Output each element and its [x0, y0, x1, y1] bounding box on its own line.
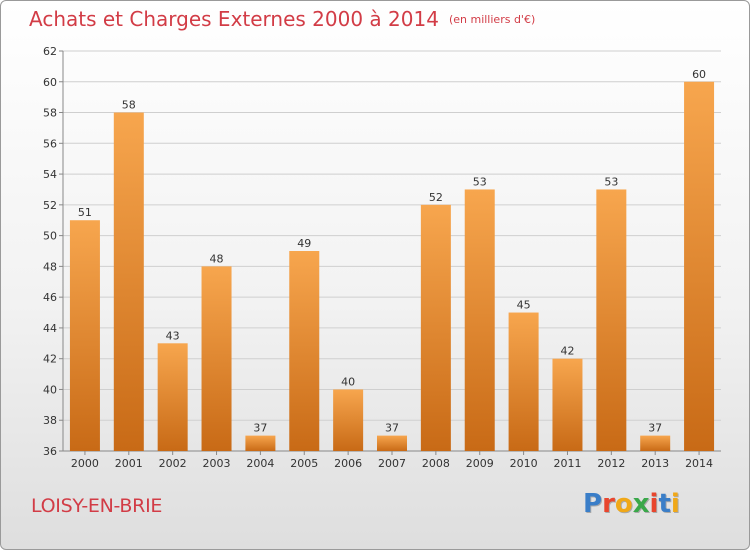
y-tick-label: 36: [43, 445, 57, 458]
bar: [508, 312, 539, 451]
bar-value-label: 60: [692, 68, 706, 81]
bar: [684, 81, 715, 452]
bar-value-label: 40: [341, 375, 355, 388]
y-tick-label: 46: [43, 291, 57, 304]
bar-value-label: 42: [560, 345, 574, 358]
logo-letter: t: [658, 489, 671, 519]
x-tick-label: 2013: [641, 457, 669, 470]
y-tick-label: 58: [43, 107, 57, 120]
x-tick-label: 2010: [510, 457, 538, 470]
y-tick-label: 42: [43, 353, 57, 366]
y-tick-label: 60: [43, 76, 57, 89]
bar: [333, 389, 364, 451]
bar: [596, 189, 627, 451]
x-tick-label: 2002: [159, 457, 187, 470]
bar-value-label: 45: [517, 299, 531, 312]
bar-value-label: 48: [210, 252, 224, 265]
x-tick-label: 2005: [290, 457, 318, 470]
bar-value-label: 43: [166, 329, 180, 342]
logo-letter: i: [670, 489, 680, 519]
x-tick-label: 2009: [466, 457, 494, 470]
logo-letter: x: [632, 489, 650, 519]
bar-value-label: 49: [297, 237, 311, 250]
x-tick-label: 2008: [422, 457, 450, 470]
bar-value-label: 37: [253, 422, 267, 435]
bar-value-label: 53: [473, 175, 487, 188]
bar: [113, 112, 144, 452]
bar: [377, 435, 407, 451]
bar: [201, 266, 232, 451]
proxiti-logo: Proxiti: [583, 489, 680, 519]
logo-letter: r: [602, 489, 615, 519]
x-tick-label: 2014: [685, 457, 713, 470]
bar: [640, 435, 671, 451]
x-tick-label: 2011: [553, 457, 581, 470]
x-tick-label: 2006: [334, 457, 362, 470]
y-tick-label: 44: [43, 322, 57, 335]
bar: [420, 204, 451, 451]
bar: [157, 343, 188, 451]
bar-value-label: 58: [122, 99, 136, 112]
logo-letter: o: [614, 489, 633, 519]
bar: [289, 251, 320, 451]
bar-value-label: 52: [429, 191, 443, 204]
commune-name: LOISY-EN-BRIE: [31, 495, 163, 517]
chart-title-text: Achats et Charges Externes 2000 à 2014: [29, 7, 439, 31]
chart-title: Achats et Charges Externes 2000 à 2014 (e…: [29, 7, 535, 31]
bar: [464, 189, 495, 451]
chart-subtitle: (en milliers d'€): [448, 13, 536, 26]
bar-value-label: 53: [604, 175, 618, 188]
y-tick-label: 50: [43, 230, 57, 243]
logo-letter: P: [583, 489, 603, 519]
x-tick-label: 2004: [246, 457, 274, 470]
x-tick-label: 2001: [115, 457, 143, 470]
y-tick-label: 62: [43, 45, 57, 58]
y-tick-label: 54: [43, 168, 57, 181]
y-tick-label: 56: [43, 137, 57, 150]
bar: [69, 220, 100, 451]
x-tick-label: 2000: [71, 457, 99, 470]
bar-value-label: 37: [648, 422, 662, 435]
y-tick-label: 48: [43, 260, 57, 273]
bar: [552, 358, 583, 451]
y-tick-label: 52: [43, 199, 57, 212]
logo-letter: i: [649, 489, 659, 519]
bar-value-label: 51: [78, 206, 92, 219]
x-tick-label: 2003: [203, 457, 231, 470]
y-tick-label: 38: [43, 414, 57, 427]
bar: [245, 435, 276, 451]
x-tick-label: 2007: [378, 457, 406, 470]
y-tick-label: 40: [43, 383, 57, 396]
x-tick-label: 2012: [597, 457, 625, 470]
bar-value-label: 37: [385, 422, 399, 435]
